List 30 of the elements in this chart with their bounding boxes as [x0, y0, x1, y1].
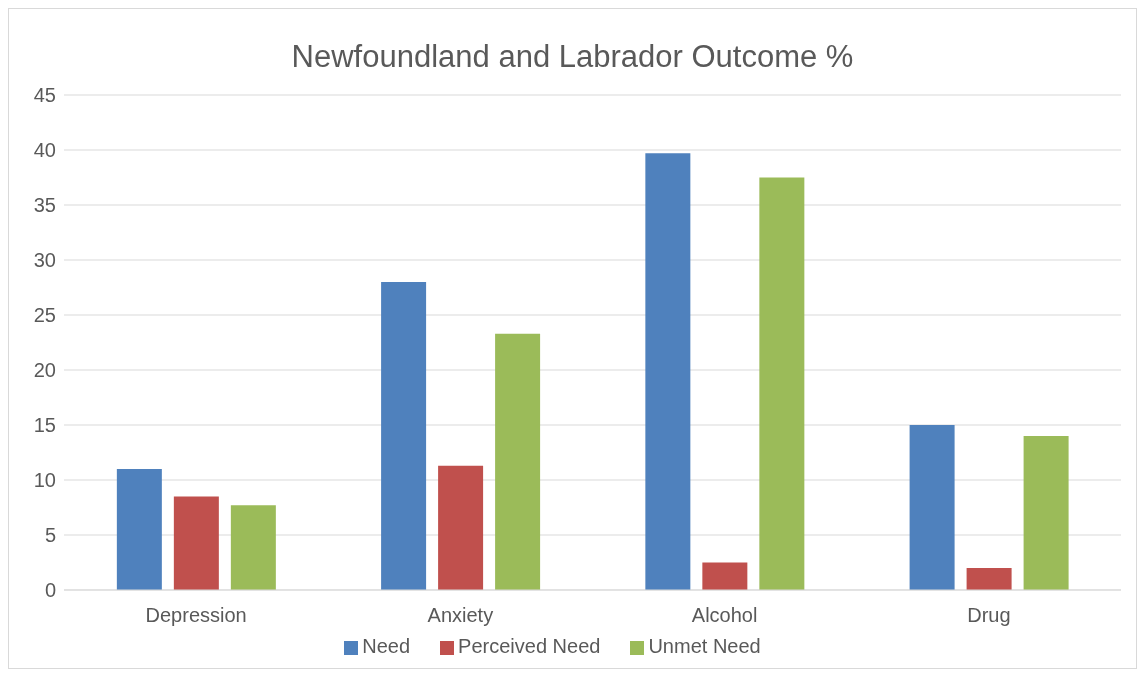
- bar: [230, 505, 276, 590]
- bar: [645, 153, 691, 590]
- y-tick-label: 5: [44, 524, 56, 547]
- legend-label: Perceived Need: [458, 635, 601, 657]
- bar: [381, 282, 427, 590]
- bar: [173, 496, 219, 590]
- y-tick-label: 10: [33, 469, 56, 492]
- bar: [966, 568, 1012, 590]
- legend-label: Need: [362, 635, 411, 657]
- y-tick-label: 0: [44, 579, 56, 602]
- x-tick-label: Anxiety: [427, 604, 494, 627]
- y-tick-label: 45: [33, 84, 56, 107]
- y-tick-label: 15: [33, 414, 56, 437]
- y-tick-label: 35: [33, 194, 56, 217]
- y-tick-label: 25: [33, 304, 56, 327]
- y-tick-label: 30: [33, 249, 56, 272]
- bar: [495, 333, 541, 590]
- chart-title: Newfoundland and Labrador Outcome %: [290, 38, 855, 76]
- bar: [116, 469, 162, 590]
- bar: [759, 177, 805, 590]
- legend-label: Unmet Need: [648, 635, 761, 657]
- bar: [909, 425, 955, 590]
- x-tick-label: Alcohol: [691, 604, 758, 627]
- y-tick-label: 40: [33, 139, 56, 162]
- x-tick-label: Depression: [145, 604, 247, 627]
- bar: [1023, 436, 1069, 590]
- bar: [438, 465, 484, 590]
- y-tick-label: 20: [33, 359, 56, 382]
- bar: [702, 562, 748, 590]
- x-tick-label: Drug: [967, 604, 1011, 627]
